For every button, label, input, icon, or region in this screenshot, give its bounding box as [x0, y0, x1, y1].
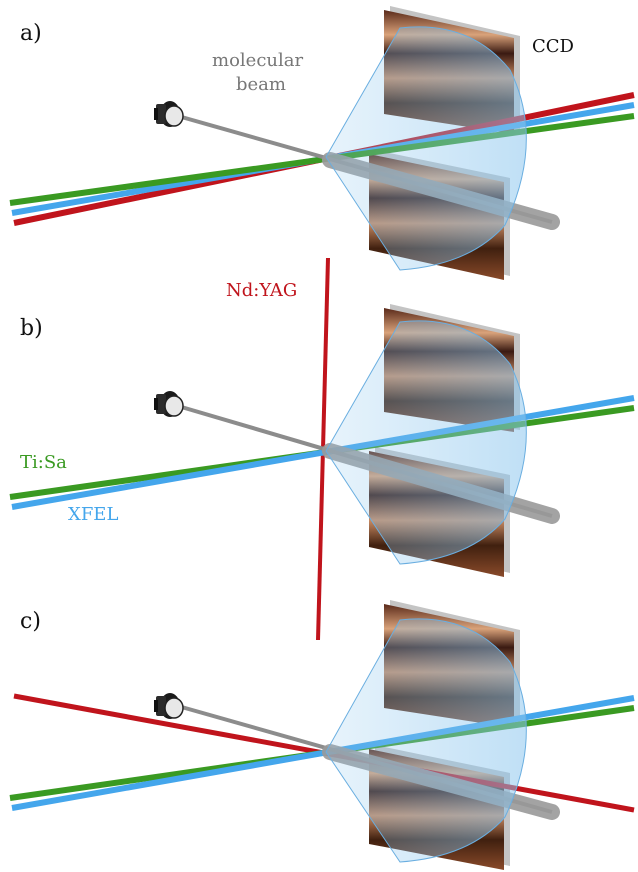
ccd-label: CCD [532, 36, 574, 57]
ndyag-label: Nd:YAG [226, 280, 297, 301]
scattering-cone [325, 26, 527, 271]
panel-label-b: b) [20, 316, 43, 341]
panel-label-a: a) [20, 21, 42, 46]
scattering-cone-b [325, 320, 527, 565]
panel-c [9, 600, 635, 870]
scattering-cone-c [325, 618, 527, 863]
panel-b [9, 257, 635, 641]
nozzle-icon [153, 100, 184, 128]
panel-a [9, 6, 635, 280]
xfel-label: XFEL [68, 504, 118, 525]
tisa-label: Ti:Sa [20, 452, 67, 473]
panel-label-c: c) [20, 609, 41, 634]
tisa-beam [9, 113, 635, 206]
nozzle-icon-c [153, 692, 184, 720]
molecular-beam-label-1: molecular [212, 50, 303, 71]
molecular-beam-label-2: beam [236, 74, 286, 95]
nozzle-icon-b [153, 390, 184, 418]
